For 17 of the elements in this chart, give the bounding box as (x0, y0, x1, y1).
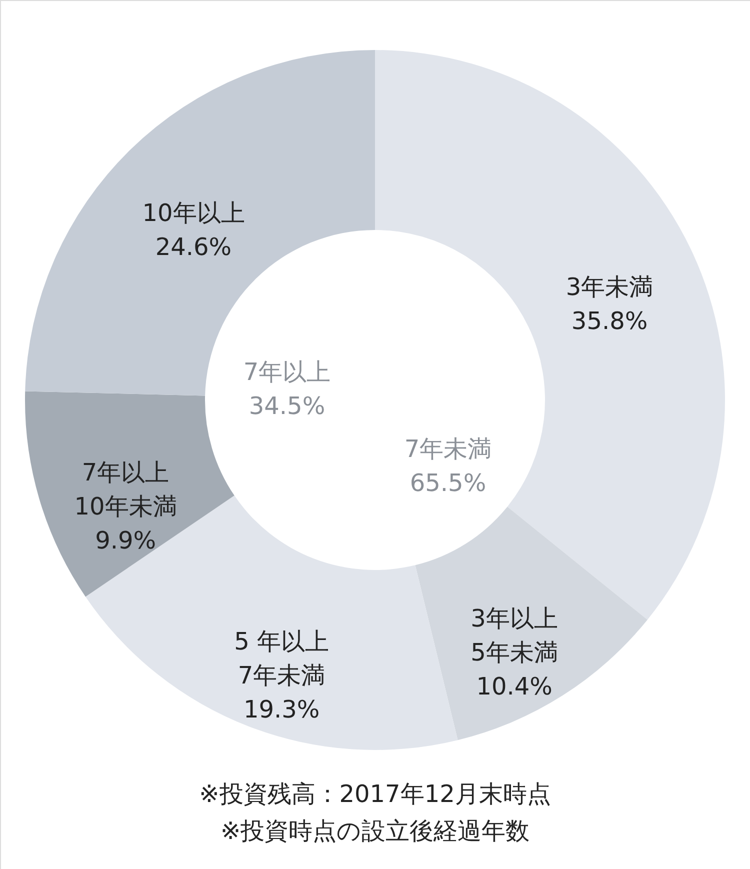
text: ※投資残高：2017年12月末時点 (199, 780, 551, 808)
text: ※投資時点の設立後経過年数 (220, 817, 530, 845)
slice-label: 5 年以上 7年未満 (234, 628, 330, 690)
donut-slice (25, 391, 234, 597)
data-label: 19.3% (243, 696, 320, 724)
slice-label: 3年以上 5年未満 (470, 604, 558, 667)
donut-slice (415, 506, 648, 740)
data-label: 35.8% (571, 306, 648, 335)
text: 7年以上 34.5% (243, 358, 331, 420)
text: 7年未満 65.5% (404, 435, 492, 497)
slice-label: 3年未満 (566, 272, 654, 301)
data-label: 10.4% (476, 672, 552, 701)
data-label: 24.6% (155, 232, 232, 261)
slice-label: 10年以上 (142, 198, 245, 227)
slice-label: 7年以上 10年未満 (74, 458, 177, 520)
donut-slice (25, 50, 375, 396)
data-label: 9.9% (95, 526, 156, 554)
